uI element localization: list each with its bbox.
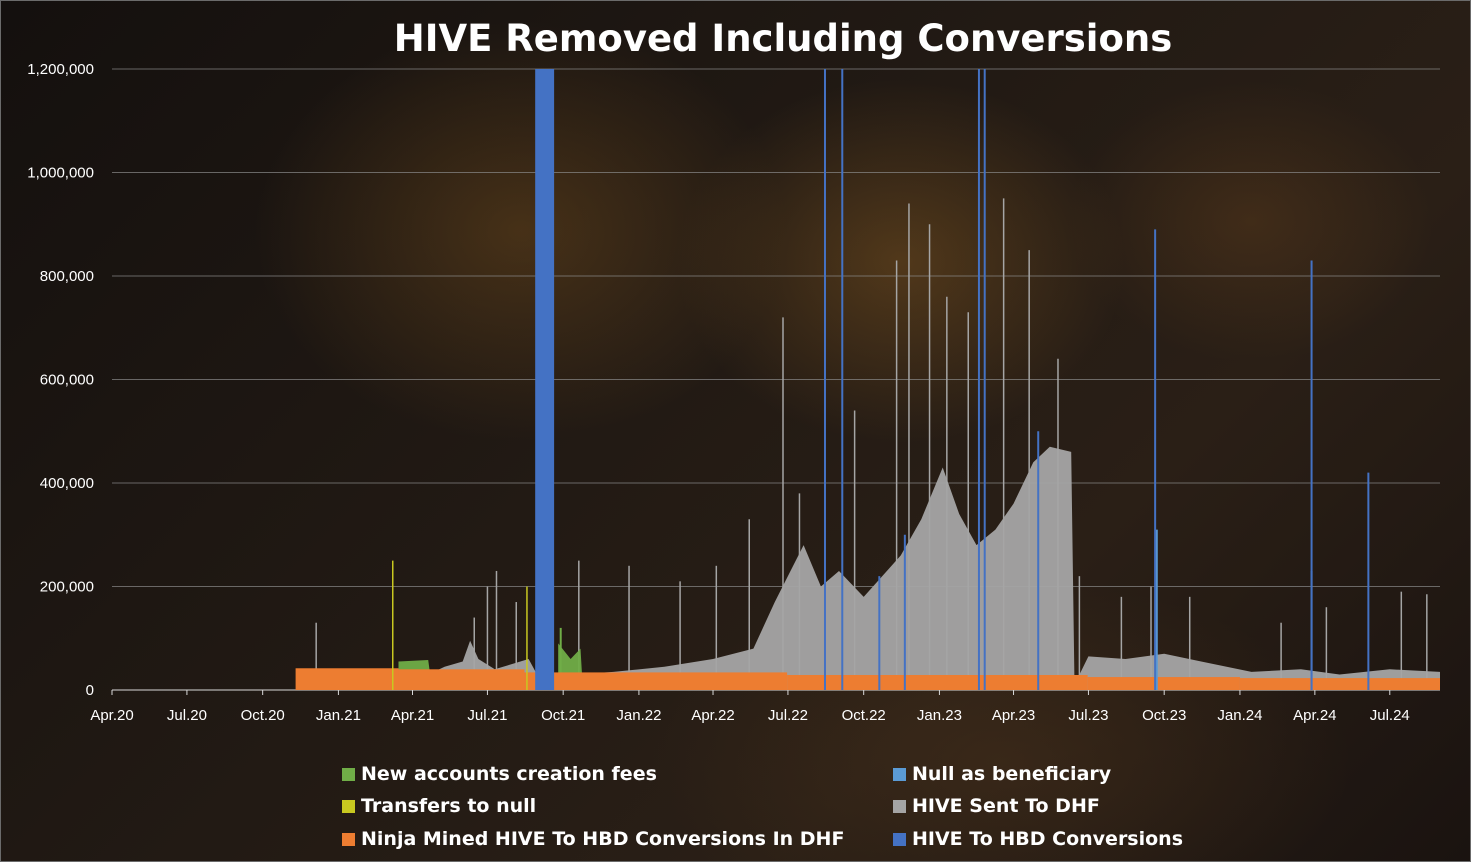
legend-item-hive-hbd: HIVE To HBD Conversions xyxy=(893,828,1183,850)
legend-label: HIVE To HBD Conversions xyxy=(912,828,1184,850)
legend-item-new-accounts: New accounts creation fees xyxy=(342,763,657,785)
x-tick-label: Jan.22 xyxy=(616,707,661,724)
x-tick-label: Apr.23 xyxy=(992,707,1035,724)
legend-item-null-beneficiary: Null as beneficiary xyxy=(893,763,1111,785)
legend-swatch xyxy=(342,767,355,781)
legend-item-hive-dhf: HIVE Sent To DHF xyxy=(893,795,1100,817)
x-tick-label: Oct.21 xyxy=(541,707,585,724)
ninja-mined-bar xyxy=(1239,678,1440,690)
y-tick-label: 600,000 xyxy=(40,372,94,389)
x-tick-label: Apr.21 xyxy=(391,707,434,724)
ninja-mined-bar xyxy=(524,672,788,690)
x-tick-label: Apr.20 xyxy=(90,707,133,724)
x-tick-label: Jul.20 xyxy=(167,707,207,724)
x-tick-label: Jul.21 xyxy=(467,707,507,724)
x-tick-label: Jan.23 xyxy=(917,707,962,724)
gridlines xyxy=(112,68,1440,587)
legend-label: Transfers to null xyxy=(361,795,537,817)
legend-label: Ninja Mined HIVE To HBD Conversions In D… xyxy=(361,828,845,850)
legend-label: HIVE Sent To DHF xyxy=(912,795,1100,817)
y-tick-label: 800,000 xyxy=(40,268,94,285)
ninja-mined-bar xyxy=(787,674,1088,690)
x-tick-label: Oct.22 xyxy=(842,707,886,724)
legend-label: New accounts creation fees xyxy=(361,763,657,785)
legend-swatch xyxy=(342,832,355,846)
x-axis: Apr.20 Jul.20 Oct.20 Jan.21 Apr.21 Jul.21 Oct.… xyxy=(90,689,1440,724)
y-tick-label: 400,000 xyxy=(40,475,94,492)
ninja-mined-bar xyxy=(1087,677,1240,690)
legend-label: Null as beneficiary xyxy=(912,763,1112,785)
x-tick-label: Apr.24 xyxy=(1293,707,1336,724)
legend-swatch xyxy=(342,799,355,813)
dhf-area xyxy=(406,446,1441,690)
x-tick-label: Oct.20 xyxy=(241,707,285,724)
hive-hbd-block xyxy=(535,69,555,690)
x-tick-label: Jan.21 xyxy=(316,707,361,724)
chart-title: HIVE Removed Including Conversions xyxy=(394,17,1172,60)
x-tick-label: Jul.24 xyxy=(1370,707,1410,724)
y-axis: 0 200,000 400,000 600,000 800,000 1,000,000 1,… xyxy=(27,61,94,699)
ninja-mined-bar xyxy=(398,669,525,690)
legend-swatch xyxy=(893,832,906,846)
plot-area xyxy=(295,69,1441,690)
x-tick-label: Jan.24 xyxy=(1217,707,1262,724)
y-tick-label: 0 xyxy=(86,682,94,699)
y-tick-label: 200,000 xyxy=(40,579,94,596)
y-tick-label: 1,000,000 xyxy=(27,165,94,182)
x-tick-label: Jul.22 xyxy=(768,707,808,724)
legend-item-transfers-null: Transfers to null xyxy=(342,795,536,817)
chart-area: HIVE Removed Including Conversions 0 200,… xyxy=(27,17,1441,724)
x-tick-label: Oct.23 xyxy=(1142,707,1186,724)
legend-item-ninja-mined: Ninja Mined HIVE To HBD Conversions In D… xyxy=(342,828,844,850)
ninja-mined-bar xyxy=(295,668,399,690)
y-tick-label: 1,200,000 xyxy=(27,61,94,78)
x-tick-label: Apr.22 xyxy=(691,707,734,724)
x-tick-label: Jul.23 xyxy=(1068,707,1108,724)
legend-swatch xyxy=(893,767,906,781)
legend-swatch xyxy=(893,799,906,813)
